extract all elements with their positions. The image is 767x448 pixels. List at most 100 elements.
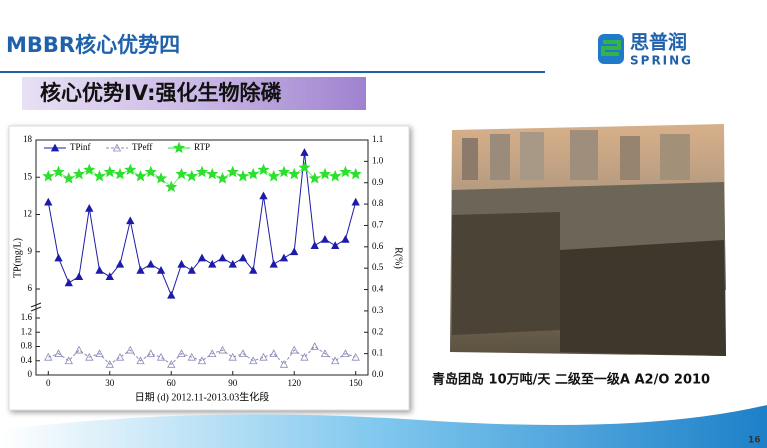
triangle-marker [320, 234, 330, 243]
y2-axis-label: R(%) [393, 247, 404, 269]
triangle-marker [177, 349, 186, 358]
triangle-marker [64, 356, 73, 365]
triangle-marker [85, 203, 94, 212]
star-marker [62, 172, 75, 184]
star-marker [124, 163, 137, 176]
triangle-marker [136, 266, 145, 274]
triangle-marker [126, 216, 135, 225]
triangle-marker [331, 356, 340, 365]
x-tick-label: 150 [349, 378, 363, 388]
triangle-marker [95, 349, 104, 358]
triangle-marker [238, 253, 248, 262]
y-tick-label: 0 [28, 369, 33, 379]
triangle-marker [238, 349, 248, 358]
series-line [48, 345, 356, 366]
triangle-marker [187, 266, 196, 274]
chart-frame [8, 125, 410, 411]
y-tick-label: 9 [28, 246, 33, 256]
triangle-marker [197, 356, 207, 365]
star-marker [185, 169, 198, 182]
star-marker [226, 165, 239, 178]
star-marker [73, 167, 86, 180]
y-tick-label: 1.6 [21, 312, 33, 322]
triangle-marker [44, 197, 53, 206]
triangle-marker [259, 352, 268, 361]
triangle-marker [146, 349, 155, 358]
y-axis-label: TP(mg/L) [12, 238, 23, 278]
triangle-marker [249, 356, 258, 365]
logo-name: 思普润 [630, 31, 687, 54]
star-marker [308, 172, 321, 184]
triangle-marker [228, 352, 237, 361]
legend-marker [50, 143, 60, 152]
plot-frame [35, 139, 369, 376]
logo-sub: SPRING [630, 54, 693, 68]
y2-tick-label: 0.1 [372, 348, 383, 358]
star-marker [93, 169, 106, 182]
triangle-marker [64, 278, 73, 287]
star-marker [298, 161, 311, 173]
triangle-marker [290, 345, 299, 354]
legend-label: TPeff [132, 142, 152, 152]
star-marker [165, 180, 178, 193]
y2-tick-label: 0.8 [372, 198, 384, 208]
triangle-marker [341, 349, 350, 358]
y-tick-label: 0.4 [21, 355, 33, 365]
y-tick-label: 18 [23, 134, 33, 144]
star-marker [144, 165, 157, 178]
y-tick-label: 1.2 [21, 326, 32, 336]
y2-tick-label: 0.0 [372, 369, 384, 379]
triangle-marker [269, 349, 278, 358]
triangle-marker [279, 253, 289, 262]
triangle-marker [249, 266, 258, 274]
triangle-marker [74, 345, 84, 354]
star-marker [175, 167, 188, 180]
star-marker [339, 165, 352, 178]
triangle-marker [85, 352, 94, 361]
star-marker [155, 172, 168, 184]
y2-tick-label: 0.3 [372, 305, 384, 315]
axis-break [30, 302, 42, 312]
x-tick-label: 120 [287, 378, 301, 388]
triangle-marker [177, 259, 186, 268]
slide-title: MBBR核心优势四 [6, 33, 180, 57]
triangle-marker [126, 345, 135, 354]
y-tick-label: 15 [23, 171, 33, 181]
triangle-marker [208, 349, 217, 358]
x-axis-label: 日期 (d) 2012.11-2013.03生化段 [135, 390, 270, 403]
star-marker [216, 172, 229, 184]
x-tick-label: 0 [46, 378, 51, 388]
photo-caption: 青岛团岛 10万吨/天 二级至一级A A2/O 2010 [432, 372, 710, 388]
triangle-marker [95, 266, 104, 274]
triangle-marker [331, 241, 340, 249]
y2-tick-label: 1.0 [372, 155, 384, 165]
triangle-marker [146, 259, 155, 268]
triangle-marker [341, 234, 350, 243]
y2-tick-label: 0.6 [372, 241, 384, 251]
y2-tick-label: 0.5 [372, 262, 384, 272]
x-tick-label: 60 [167, 378, 177, 388]
triangle-marker [259, 191, 268, 200]
triangle-marker [208, 259, 217, 268]
triangle-marker [320, 349, 330, 358]
triangle-marker [115, 259, 125, 268]
legend-label: TPinf [70, 142, 91, 152]
y-tick-label: 6 [28, 283, 33, 293]
triangle-marker [105, 359, 114, 368]
x-tick-label: 30 [105, 378, 115, 388]
y2-tick-label: 0.7 [372, 220, 384, 230]
triangle-marker [167, 359, 176, 368]
y2-tick-label: 1.1 [372, 134, 383, 144]
star-marker [257, 163, 270, 176]
triangle-marker [54, 253, 63, 262]
star-marker [114, 167, 127, 180]
y2-tick-label: 0.9 [372, 177, 384, 187]
triangle-marker [290, 247, 299, 256]
triangle-marker [279, 359, 289, 368]
triangle-marker [156, 266, 166, 274]
banner-text: 核心优势IV:强化生物除磷 [40, 81, 282, 105]
triangle-marker [300, 352, 309, 361]
star-marker [103, 165, 116, 178]
triangle-marker [44, 352, 53, 361]
